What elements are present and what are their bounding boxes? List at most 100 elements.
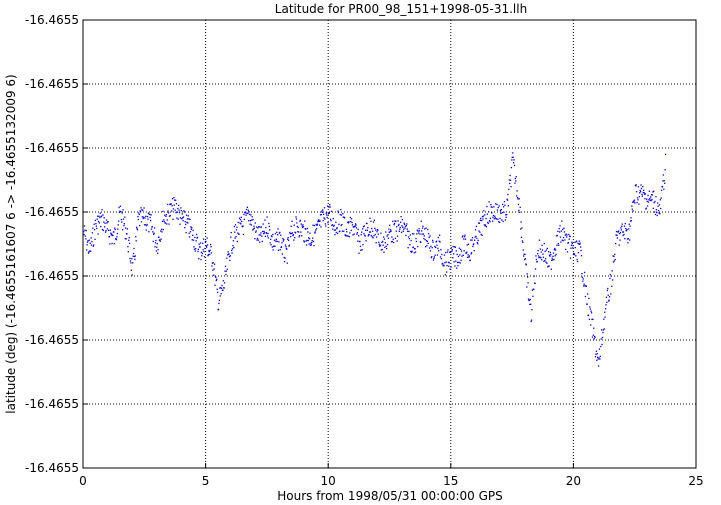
data-point <box>132 252 135 255</box>
data-point <box>596 359 598 362</box>
data-point <box>521 227 523 229</box>
data-point <box>409 234 411 236</box>
data-point <box>283 256 285 259</box>
data-point <box>506 199 509 201</box>
data-point <box>261 240 263 243</box>
data-point <box>197 248 200 251</box>
data-point <box>324 223 326 225</box>
data-point <box>191 239 193 241</box>
data-point <box>280 234 282 236</box>
data-point <box>652 191 654 193</box>
data-point <box>337 212 340 214</box>
data-point <box>613 255 615 258</box>
data-point <box>301 235 303 237</box>
data-point <box>336 227 338 229</box>
data-point <box>201 255 203 257</box>
data-point <box>548 254 551 256</box>
chart-title: Latitude for PR00_98_151+1998-05-31.llh <box>275 2 527 16</box>
data-point <box>597 358 599 360</box>
data-point <box>456 267 458 269</box>
data-point <box>503 201 506 203</box>
data-point <box>306 239 308 242</box>
data-point <box>393 222 396 225</box>
data-point <box>334 229 337 231</box>
data-point <box>204 247 206 250</box>
data-point <box>599 355 601 358</box>
data-point <box>197 250 199 253</box>
data-point <box>473 249 475 252</box>
data-point <box>407 230 409 232</box>
data-point <box>573 252 575 255</box>
data-point <box>590 310 592 312</box>
data-point <box>240 216 242 219</box>
data-point <box>531 289 534 291</box>
data-point <box>189 218 191 221</box>
data-point <box>230 249 233 252</box>
data-point <box>659 199 661 201</box>
data-point <box>460 250 463 252</box>
data-point <box>354 223 357 225</box>
data-point <box>277 249 280 251</box>
data-point <box>440 248 442 251</box>
data-point <box>463 236 466 238</box>
data-point <box>642 191 644 194</box>
data-point <box>327 213 330 215</box>
data-point <box>332 228 334 230</box>
data-point <box>287 238 289 240</box>
data-point <box>350 229 352 232</box>
data-point <box>617 231 619 233</box>
data-point <box>612 261 615 263</box>
data-point <box>125 227 127 229</box>
data-point <box>519 228 522 230</box>
data-point <box>526 273 528 275</box>
data-point <box>145 229 147 231</box>
data-point <box>83 225 86 227</box>
data-point <box>608 296 611 298</box>
data-point <box>532 295 534 297</box>
data-point <box>238 217 241 219</box>
data-point <box>283 239 285 241</box>
data-point <box>656 211 658 214</box>
data-point <box>363 225 365 227</box>
data-point <box>584 285 586 287</box>
data-point <box>418 228 420 230</box>
data-point <box>259 241 261 243</box>
data-point <box>454 246 457 248</box>
data-point <box>139 224 141 227</box>
data-point <box>200 258 202 261</box>
data-point <box>345 235 347 237</box>
data-point <box>647 201 650 203</box>
data-point <box>372 237 374 239</box>
data-point <box>649 199 651 201</box>
data-point <box>242 233 245 236</box>
data-point <box>357 235 360 237</box>
data-point <box>464 234 466 236</box>
data-point <box>193 246 195 248</box>
data-point <box>387 234 389 236</box>
data-point <box>614 258 616 261</box>
data-point <box>185 214 188 216</box>
data-point <box>338 223 340 226</box>
data-point <box>622 231 624 233</box>
data-point <box>95 225 97 227</box>
data-point <box>654 213 657 216</box>
data-point <box>326 216 328 219</box>
data-point <box>502 220 504 223</box>
data-point <box>200 251 203 253</box>
data-point <box>107 229 110 231</box>
data-point <box>117 224 119 226</box>
data-point <box>216 288 218 290</box>
data-point <box>188 236 191 238</box>
data-point <box>313 244 315 247</box>
data-point <box>467 243 470 245</box>
data-point <box>155 239 157 242</box>
data-point <box>646 205 649 207</box>
data-point <box>458 247 460 249</box>
data-point <box>266 216 268 218</box>
data-point <box>272 249 274 251</box>
data-point <box>488 211 490 213</box>
data-point <box>92 227 94 229</box>
data-point <box>445 271 448 273</box>
data-point <box>395 220 397 222</box>
data-point <box>472 243 474 246</box>
